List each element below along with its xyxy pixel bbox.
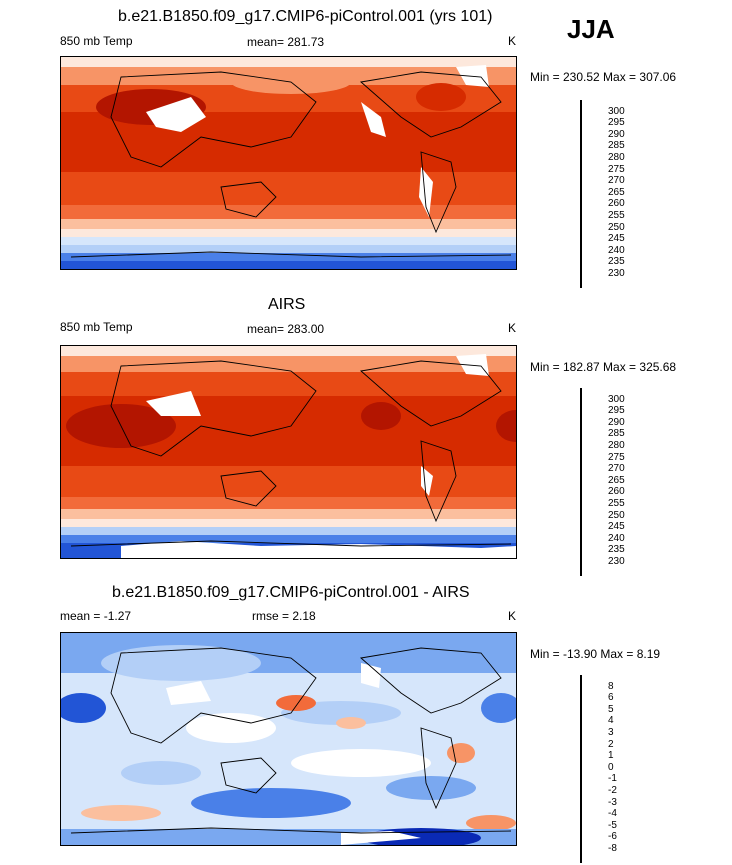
colorbar-tick-label: 285: [608, 428, 625, 440]
panel3-rmse-label: rmse = 2.18: [252, 609, 316, 623]
colorbar-tick-label: 290: [608, 416, 625, 428]
colorbar-tick-label: -1: [608, 773, 617, 785]
panel1-units-label: K: [508, 34, 517, 48]
colorbar-tick-label: 245: [608, 521, 625, 533]
panel3-minmax-label: Min = -13.90 Max = 8.19: [530, 647, 661, 661]
colorbar-tick-label: 230: [608, 268, 625, 279]
colorbar-tick-label: 290: [608, 128, 625, 140]
colorbar-tick-label: 235: [608, 256, 625, 268]
colorbar-tick-label: 250: [608, 221, 625, 233]
colorbar-tick-label: 8: [608, 680, 614, 692]
panel1-map: [60, 56, 517, 270]
colorbar-tick-label: -5: [608, 819, 617, 831]
colorbar-tick-label: 255: [608, 498, 625, 509]
panel2-map: [60, 345, 517, 559]
colorbar-tick-label: -8: [608, 843, 617, 854]
panel1-temperature-field: [61, 57, 516, 269]
colorbar-tick-label: 235: [608, 544, 625, 556]
panel2-units-label: K: [508, 321, 517, 335]
colorbar-tick-label: 1: [608, 750, 614, 762]
colorbar-tick-label: 240: [608, 532, 625, 544]
colorbar-tick-label: 230: [608, 556, 625, 567]
colorbar-tick-label: 3: [608, 727, 614, 738]
colorbar-tick-label: 265: [608, 474, 625, 486]
colorbar-tick-label: 6: [608, 692, 614, 704]
colorbar-tick-label: 300: [608, 105, 625, 117]
colorbar-tick-label: 295: [608, 405, 625, 417]
panel1-title: b.e21.B1850.f09_g17.CMIP6-piControl.001 …: [118, 8, 493, 25]
colorbar-tick-label: -2: [608, 785, 617, 796]
panel3-title: b.e21.B1850.f09_g17.CMIP6-piControl.001 …: [112, 584, 470, 601]
panel3-map: [60, 632, 517, 846]
panel2-variable-label: 850 mb Temp: [60, 320, 133, 334]
colorbar-tick-label: 280: [608, 440, 625, 451]
colorbar-tick-label: 300: [608, 393, 625, 405]
panel2-mean-label: mean= 283.00: [247, 322, 325, 336]
colorbar-tick-label: 0: [608, 761, 614, 773]
panel2-title: AIRS: [268, 296, 306, 313]
colorbar-tick-label: -4: [608, 808, 617, 820]
colorbar-tick-label: 285: [608, 140, 625, 152]
colorbar-tick-label: 260: [608, 198, 625, 210]
panel1-minmax-label: Min = 230.52 Max = 307.06: [530, 70, 677, 84]
colorbar-tick-label: 245: [608, 233, 625, 245]
colorbar-tick-label: 255: [608, 210, 625, 221]
colorbar-tick-label: 265: [608, 186, 625, 198]
panel2-temperature-field: [61, 346, 516, 558]
colorbar-tick-label: 275: [608, 163, 625, 175]
colorbar-tick-label: 240: [608, 244, 625, 256]
colorbar-tick-label: 270: [608, 175, 625, 187]
colorbar-tick-label: 5: [608, 703, 614, 715]
colorbar-tick-label: 260: [608, 486, 625, 498]
panel2-colorbar: [580, 388, 582, 576]
colorbar-tick-label: 250: [608, 509, 625, 521]
colorbar-tick-label: 275: [608, 451, 625, 463]
colorbar-tick-label: -6: [608, 831, 617, 843]
panel3-mean-label: mean = -1.27: [60, 609, 132, 623]
colorbar-tick-label: -3: [608, 796, 617, 808]
colorbar-tick-label: 270: [608, 463, 625, 475]
panel3-units-label: K: [508, 609, 517, 623]
panel3-colorbar: [580, 675, 582, 863]
colorbar-tick-label: 4: [608, 715, 614, 727]
panel1-colorbar: [580, 100, 582, 288]
panel3-difference-field: [61, 633, 516, 845]
season-label: JJA: [567, 14, 615, 44]
panel1-mean-label: mean= 281.73: [247, 35, 325, 49]
colorbar-tick-label: 2: [608, 738, 614, 750]
panel1-variable-label: 850 mb Temp: [60, 34, 133, 48]
panel2-minmax-label: Min = 182.87 Max = 325.68: [530, 360, 677, 374]
colorbar-tick-label: 295: [608, 117, 625, 129]
colorbar-tick-label: 280: [608, 152, 625, 163]
